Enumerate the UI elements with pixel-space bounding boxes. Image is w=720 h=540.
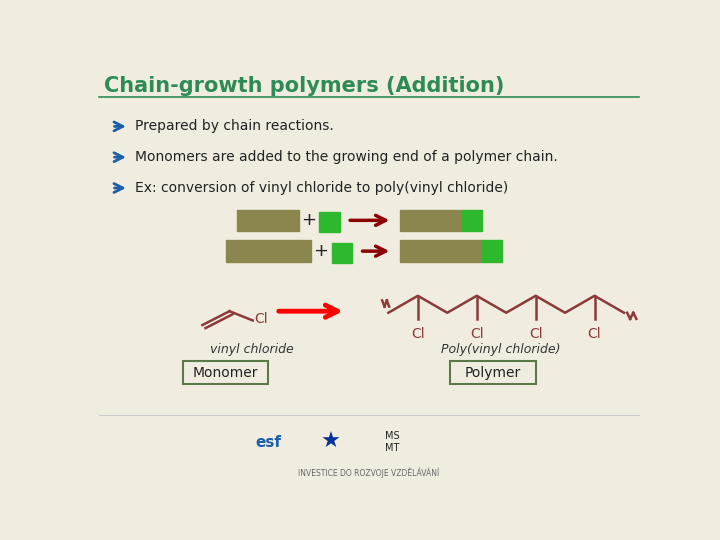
Text: INVESTICE DO ROZVOJE VZDĚLÁVÁNÍ: INVESTICE DO ROZVOJE VZDĚLÁVÁNÍ [298,468,440,478]
Text: Cl: Cl [254,312,268,326]
Text: MS
MT: MS MT [385,431,400,453]
Text: ★: ★ [320,432,341,452]
Text: Cl: Cl [411,327,425,341]
Text: Poly(vinyl chloride): Poly(vinyl chloride) [441,343,560,356]
Bar [332,242,352,262]
Text: esf: esf [256,435,282,450]
Bar [400,240,420,262]
Text: Cl: Cl [528,327,542,341]
Bar [462,210,482,231]
Bar [482,240,503,262]
Text: Monomer: Monomer [193,366,258,380]
Text: Chain-growth polymers (Addition): Chain-growth polymers (Addition) [104,76,504,96]
Bar [183,361,269,384]
Bar [420,240,482,262]
Bar [400,210,462,231]
Text: Cl: Cl [588,327,601,341]
Bar [320,212,340,232]
Text: Monomers are added to the growing end of a polymer chain.: Monomers are added to the growing end of… [135,150,558,164]
Bar [451,361,536,384]
Text: Ex: conversion of vinyl chloride to poly(vinyl chloride): Ex: conversion of vinyl chloride to poly… [135,181,508,195]
Bar [238,210,300,231]
Text: +: + [301,211,316,230]
Text: vinyl chloride: vinyl chloride [210,343,294,356]
Text: Polymer: Polymer [465,366,521,380]
Text: Prepared by chain reactions.: Prepared by chain reactions. [135,119,333,133]
Text: Cl: Cl [470,327,484,341]
Text: +: + [313,242,328,260]
Bar [225,240,311,262]
